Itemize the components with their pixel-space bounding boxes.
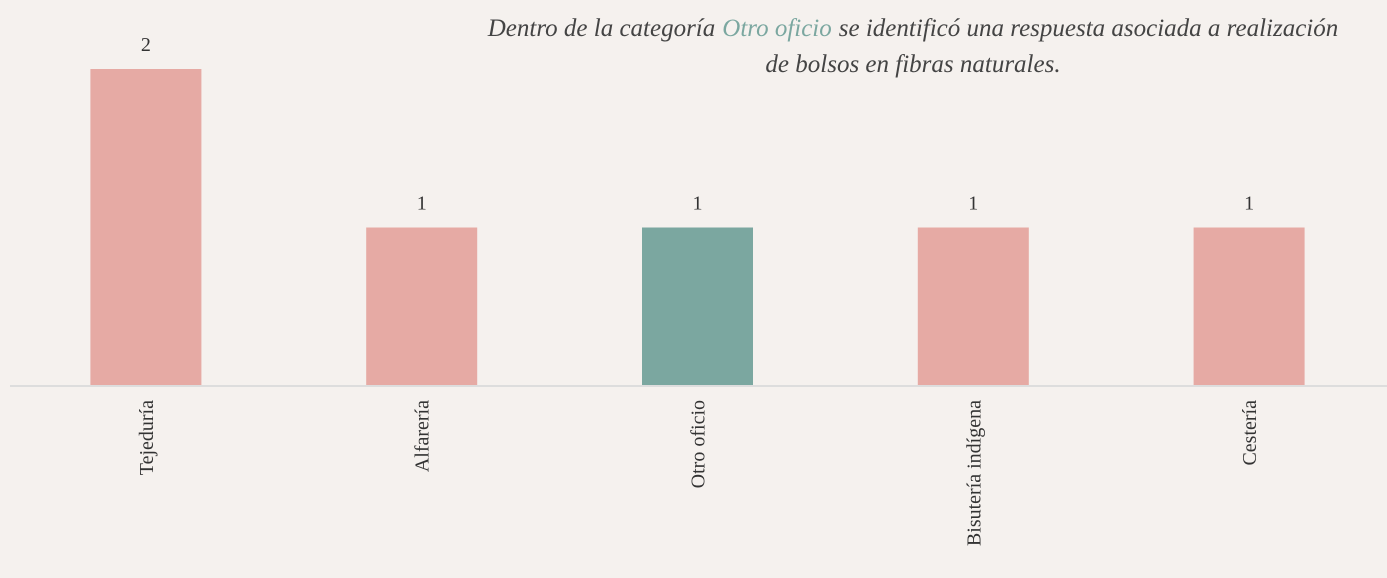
value-label: 1 (693, 193, 703, 215)
value-label: 1 (1244, 193, 1254, 215)
annotation-part: Otro oficio (722, 15, 832, 42)
annotation-part: se identificó una respuesta asociada a r… (839, 15, 1338, 42)
x-tick-label: Tejeduría (136, 400, 158, 475)
x-tick-label: Otro oficio (688, 400, 710, 488)
bar (642, 227, 753, 386)
value-label: 1 (968, 193, 978, 215)
value-label: 1 (417, 193, 427, 215)
annotation: Dentro de la categoría Otro oficio se iden… (487, 15, 1339, 42)
bar (366, 227, 478, 386)
annotation-part: Dentro de la categoría (487, 15, 716, 42)
x-tick-label: Bisutería indígena (963, 400, 985, 546)
x-tick-label: Alfarería (412, 400, 434, 472)
bar (90, 69, 202, 386)
annotation: de bolsos en fibras naturales. (765, 51, 1060, 78)
bar (917, 227, 1029, 386)
x-tick-label: Cestería (1239, 400, 1261, 466)
value-label: 2 (141, 34, 151, 56)
bar (1193, 227, 1305, 386)
annotation-part: de bolsos en fibras naturales. (765, 51, 1060, 78)
